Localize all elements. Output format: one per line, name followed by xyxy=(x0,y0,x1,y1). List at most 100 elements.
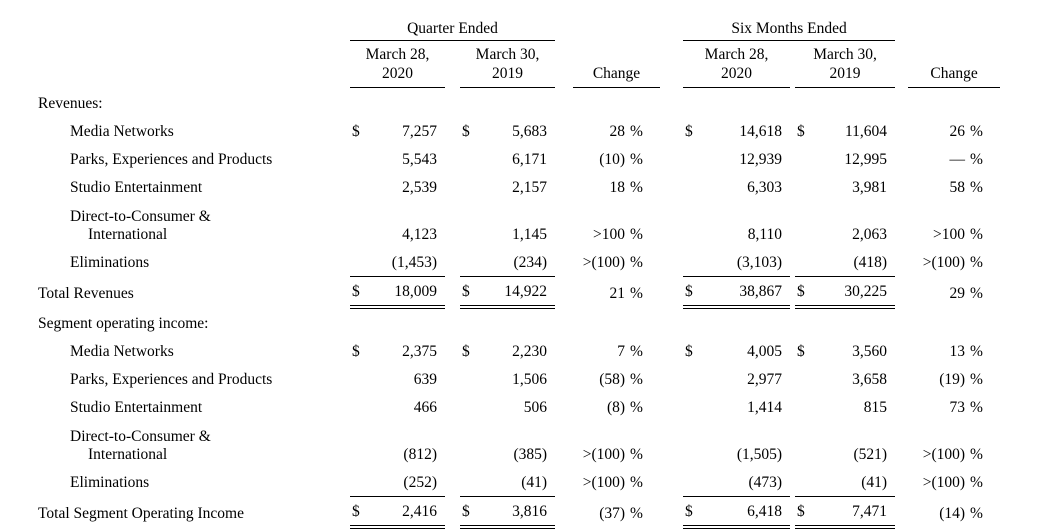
row-label-line2: International xyxy=(88,226,168,243)
spacer xyxy=(660,276,683,307)
currency-symbol: $ xyxy=(683,496,702,529)
amount: 6,418 xyxy=(701,496,791,529)
currency-symbol xyxy=(460,421,478,468)
change-cell: 21% xyxy=(573,276,660,307)
change-cell: >(100)% xyxy=(908,248,1000,276)
amount: 2,375 xyxy=(402,343,437,360)
currency-symbol xyxy=(460,468,478,497)
amount: 466 xyxy=(413,399,437,416)
currency-symbol xyxy=(350,201,368,248)
amount: 5,543 xyxy=(402,151,437,168)
amount: 12,995 xyxy=(844,151,888,168)
amount: 18,009 xyxy=(368,276,445,309)
amount: 639 xyxy=(413,371,437,388)
change-amount: 58 xyxy=(949,179,966,196)
col-header-quarter-2020: March 28, 2020 xyxy=(350,40,445,88)
change-cell: >(100)% xyxy=(908,421,1000,468)
change-amount: (58) xyxy=(599,371,626,388)
amount: (473) xyxy=(701,468,791,497)
currency-symbol: $ xyxy=(462,123,470,140)
amount: 8,110 xyxy=(747,226,783,243)
change-amount: 29 xyxy=(949,285,966,302)
item-row: Media Networks $2,375 $2,230 7% $4,005 $3,560… xyxy=(38,337,1000,365)
amount: 6,303 xyxy=(747,179,783,196)
currency-symbol xyxy=(795,421,813,468)
amount: 2,157 xyxy=(512,179,548,196)
change-cell: (8)% xyxy=(573,393,660,421)
currency-symbol xyxy=(795,248,814,277)
change-amount: >(100) xyxy=(582,474,626,491)
spacer xyxy=(555,421,573,468)
spacer xyxy=(895,6,908,40)
spacer xyxy=(660,365,683,393)
amount: (812) xyxy=(403,446,437,463)
spacer xyxy=(555,496,573,527)
currency-symbol xyxy=(795,145,813,173)
row-label: Studio Entertainment xyxy=(70,399,203,416)
row-label: Direct-to-Consumer & International xyxy=(38,421,350,468)
col-header-sixmonths-2020: March 28, 2020 xyxy=(683,40,791,88)
change-amount: >(100) xyxy=(922,446,966,463)
change-amount: >(100) xyxy=(922,474,966,491)
row-label: Eliminations xyxy=(70,474,150,491)
change-cell: >100% xyxy=(908,201,1000,248)
amount: 3,981 xyxy=(852,179,888,196)
date-line: 2020 xyxy=(382,64,413,82)
item-row: Parks, Experiences and Products 5,543 6,17… xyxy=(38,145,1000,173)
amount: 815 xyxy=(863,399,888,416)
row-label: Eliminations xyxy=(70,254,150,271)
spacer xyxy=(895,173,908,201)
currency-symbol: $ xyxy=(460,276,478,309)
spacer xyxy=(895,421,908,468)
amount: (41) xyxy=(813,468,896,497)
currency-symbol xyxy=(350,421,368,468)
change-cell: 18% xyxy=(573,173,660,201)
spacer xyxy=(895,365,908,393)
currency-symbol xyxy=(350,248,368,277)
change-cell: 73% xyxy=(908,393,1000,421)
change-cell: (37)% xyxy=(573,496,660,527)
spacer xyxy=(445,201,460,248)
currency-symbol xyxy=(795,393,813,421)
section-row: Segment operating income: xyxy=(38,307,1000,337)
spacer xyxy=(445,421,460,468)
date-line: 2020 xyxy=(721,64,753,82)
amount: 7,471 xyxy=(813,496,896,529)
spacer xyxy=(660,145,683,173)
change-cell: 29% xyxy=(908,276,1000,307)
column-header-row: March 28, 2020 March 30, 2019 Change Mar… xyxy=(38,40,1001,88)
spacer xyxy=(555,365,573,393)
item-row: Studio Entertainment 2,539 2,157 18% 6,303 3,… xyxy=(38,173,1000,201)
spacer xyxy=(895,496,908,527)
currency-symbol xyxy=(795,201,813,248)
percent-sign: % xyxy=(630,151,643,168)
quarter-ended-header: Quarter Ended xyxy=(350,6,556,41)
spacer xyxy=(555,6,573,40)
date-line: March 30, xyxy=(813,45,877,63)
currency-symbol xyxy=(460,393,478,421)
amount: 3,816 xyxy=(478,496,556,529)
amount: 14,922 xyxy=(478,276,556,309)
change-amount: (37) xyxy=(599,505,626,522)
spacer xyxy=(445,496,460,527)
currency-symbol xyxy=(460,365,478,393)
segment-results-table: Quarter Ended Six Months Ended March 28,… xyxy=(38,6,1001,529)
amount: 4,005 xyxy=(747,343,783,360)
change-amount: (14) xyxy=(939,505,966,522)
spacer xyxy=(555,145,573,173)
currency-symbol: $ xyxy=(685,123,693,140)
change-amount: 28 xyxy=(609,123,626,140)
row-label-line1: Direct-to-Consumer & xyxy=(70,208,211,225)
percent-sign: % xyxy=(970,123,983,140)
change-amount: >(100) xyxy=(582,254,626,271)
currency-symbol: $ xyxy=(795,276,814,309)
percent-sign: % xyxy=(970,254,983,271)
currency-symbol xyxy=(683,365,701,393)
spacer xyxy=(895,40,908,87)
row-label: Total Revenues xyxy=(38,285,134,302)
spacer xyxy=(895,145,908,173)
change-amount: >(100) xyxy=(582,446,626,463)
currency-symbol xyxy=(683,145,701,173)
row-label-line2: International xyxy=(88,446,168,463)
